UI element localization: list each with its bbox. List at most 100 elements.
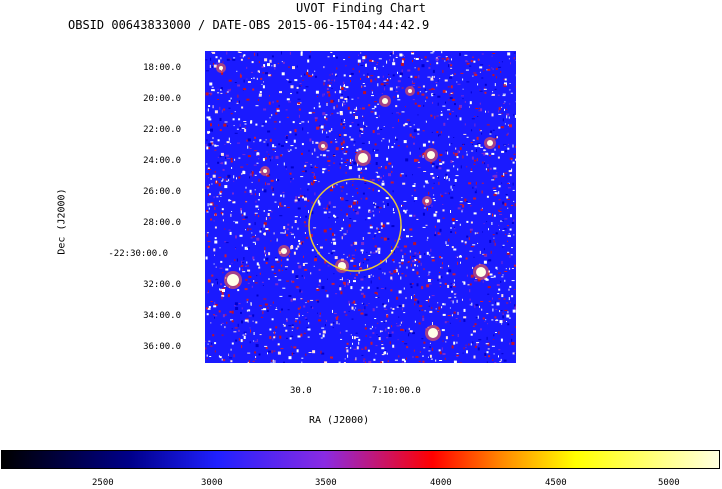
noise-pixel (229, 231, 232, 235)
noise-pixel (451, 246, 454, 249)
noise-pixel (316, 288, 320, 291)
noise-pixel (210, 57, 212, 61)
noise-pixel (395, 136, 397, 139)
noise-pixel (374, 111, 377, 115)
noise-pixel (383, 321, 385, 323)
noise-pixel (452, 300, 454, 304)
noise-pixel (448, 64, 450, 68)
noise-pixel (451, 74, 453, 77)
noise-pixel (353, 200, 357, 202)
noise-pixel (246, 270, 248, 274)
noise-pixel (362, 309, 364, 311)
noise-pixel (412, 82, 415, 84)
noise-pixel (490, 250, 492, 254)
noise-pixel (326, 294, 329, 298)
noise-pixel (454, 73, 456, 75)
noise-pixel (421, 338, 424, 340)
noise-pixel (331, 87, 333, 89)
noise-pixel (444, 321, 447, 324)
noise-pixel (487, 323, 489, 325)
noise-pixel (392, 190, 394, 193)
noise-pixel (288, 356, 292, 360)
noise-pixel (322, 93, 324, 97)
noise-pixel (284, 266, 288, 268)
noise-pixel (206, 358, 208, 360)
noise-pixel (355, 273, 358, 276)
noise-pixel (231, 342, 234, 345)
noise-pixel (509, 285, 512, 288)
noise-pixel (358, 148, 362, 151)
noise-pixel (471, 129, 473, 132)
noise-pixel (374, 235, 376, 238)
noise-pixel (220, 92, 223, 94)
noise-pixel (381, 93, 383, 94)
noise-pixel (406, 119, 410, 121)
noise-pixel (208, 177, 210, 179)
noise-pixel (258, 93, 262, 96)
noise-pixel (394, 143, 396, 145)
noise-pixel (472, 266, 474, 269)
noise-pixel (355, 249, 357, 252)
noise-pixel (305, 353, 307, 356)
noise-pixel (447, 86, 450, 88)
noise-pixel (306, 326, 309, 328)
noise-pixel (245, 200, 247, 203)
noise-pixel (273, 336, 276, 339)
noise-pixel (514, 353, 516, 354)
noise-pixel (227, 125, 228, 127)
noise-pixel (262, 311, 264, 315)
noise-pixel (349, 125, 352, 128)
noise-pixel (339, 186, 342, 188)
noise-pixel (363, 294, 366, 298)
noise-pixel (375, 296, 378, 298)
noise-pixel (409, 126, 412, 128)
noise-pixel (279, 120, 281, 123)
noise-pixel (321, 352, 325, 355)
noise-pixel (333, 250, 335, 253)
noise-pixel (497, 209, 500, 211)
noise-pixel (230, 157, 233, 160)
noise-pixel (462, 144, 464, 146)
noise-pixel (244, 128, 247, 132)
noise-pixel (438, 306, 441, 310)
noise-pixel (512, 189, 515, 191)
noise-pixel (258, 71, 260, 73)
noise-pixel (224, 121, 228, 123)
noise-pixel (378, 268, 382, 270)
noise-pixel (297, 102, 301, 105)
noise-pixel (299, 306, 301, 309)
noise-pixel (275, 307, 277, 309)
noise-pixel (422, 360, 425, 363)
noise-pixel (272, 101, 274, 104)
noise-pixel (332, 309, 333, 313)
noise-pixel (245, 186, 247, 189)
noise-pixel (494, 148, 496, 151)
noise-pixel (494, 88, 497, 90)
noise-pixel (298, 240, 301, 242)
noise-pixel (373, 358, 376, 361)
noise-pixel (452, 286, 456, 288)
noise-pixel (369, 59, 373, 62)
noise-pixel (487, 168, 489, 172)
noise-pixel (225, 180, 228, 182)
noise-pixel (484, 87, 486, 89)
noise-pixel (355, 332, 358, 334)
noise-pixel (235, 248, 236, 250)
noise-pixel (380, 166, 382, 168)
noise-pixel (250, 120, 253, 124)
noise-pixel (367, 264, 369, 268)
noise-pixel (478, 144, 481, 148)
noise-pixel (396, 112, 400, 114)
noise-pixel (437, 102, 439, 106)
noise-pixel (357, 97, 360, 99)
noise-pixel (365, 125, 368, 127)
noise-pixel (343, 284, 346, 285)
noise-pixel (366, 259, 370, 261)
noise-pixel (259, 139, 262, 142)
noise-pixel (475, 149, 477, 152)
noise-pixel (271, 265, 274, 268)
noise-pixel (413, 183, 416, 185)
noise-pixel (475, 317, 478, 319)
noise-pixel (252, 316, 254, 318)
noise-pixel (438, 134, 439, 137)
